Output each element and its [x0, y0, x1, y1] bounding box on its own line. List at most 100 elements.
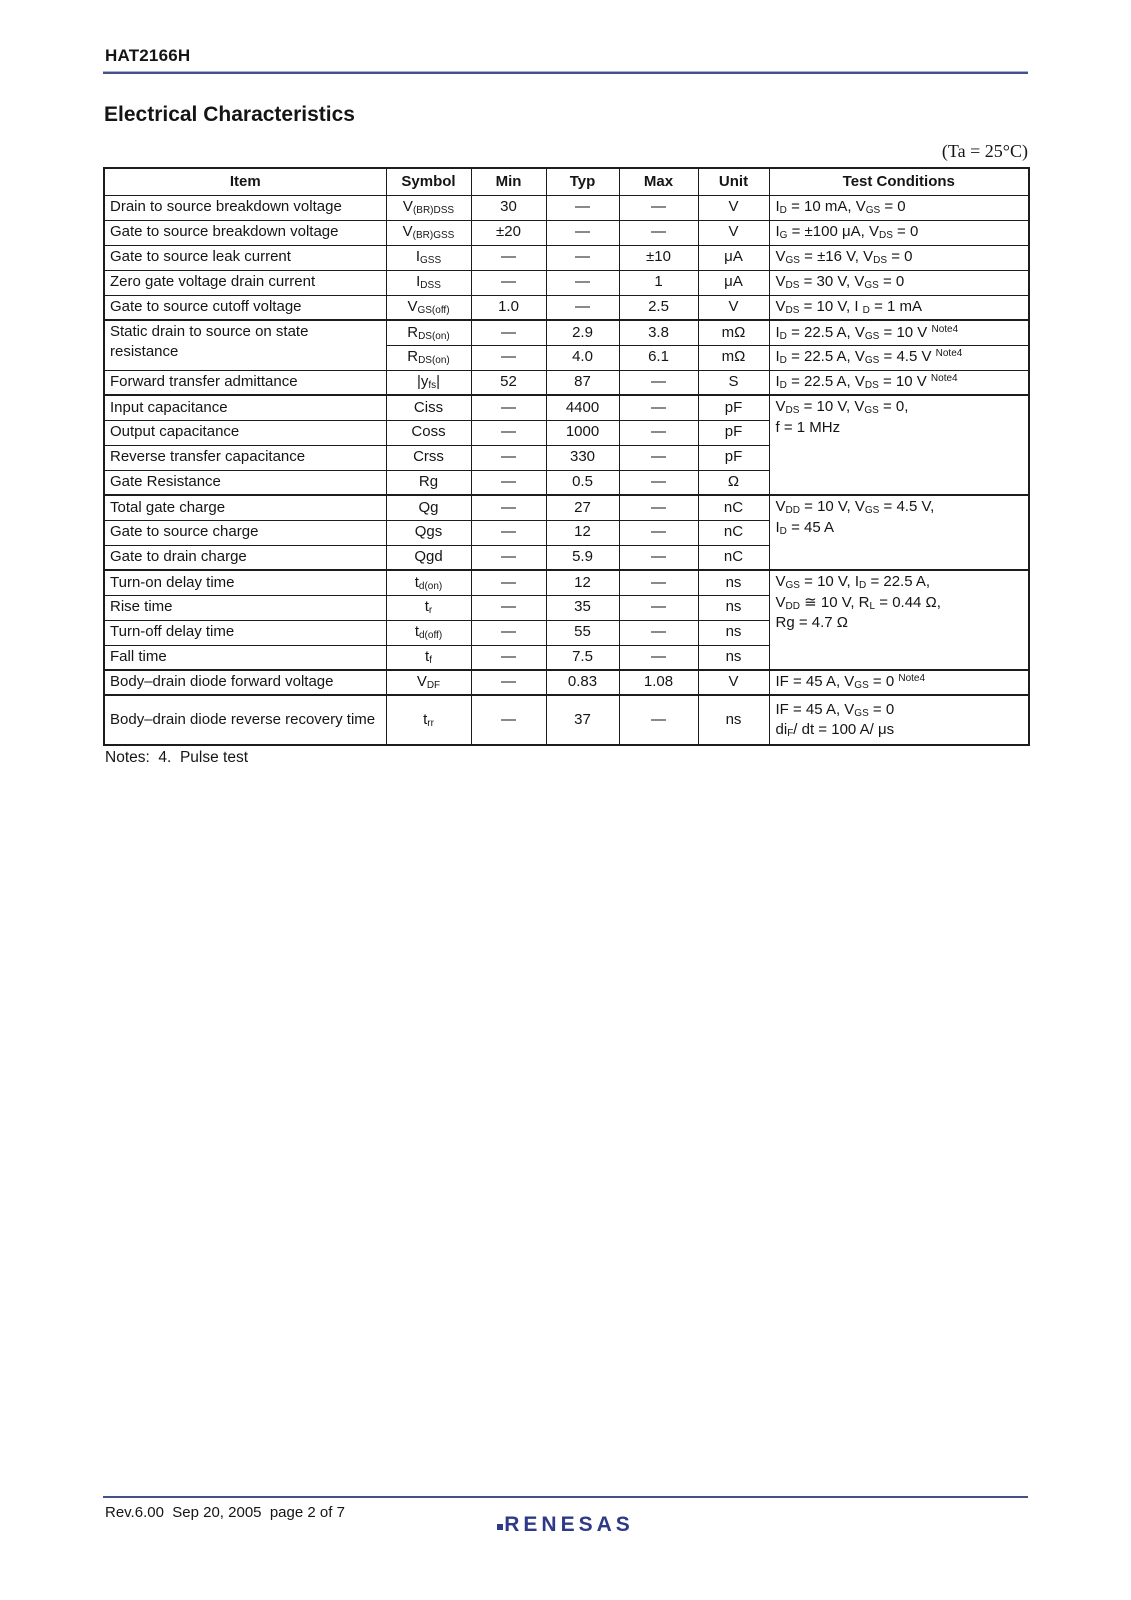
table-row: Total gate charge Qg —27— nC VDD = 10 V, VGS…: [103, 494, 1030, 571]
item-cell: Gate to drain charge: [103, 544, 387, 571]
table-row: Input capacitance Ciss —4400— pF VDS = 10 V,…: [103, 394, 1030, 496]
min-cell: —: [470, 444, 547, 471]
table-row: Gate to source leak current IGSS — — ±10 μA VG…: [103, 244, 1030, 271]
symbol-cell: Crss: [385, 444, 472, 471]
typ-cell: 5.9: [545, 544, 620, 571]
typ-cell: 4400: [545, 394, 620, 421]
symbol-cell: RDS(on): [385, 319, 472, 346]
renesas-logo-dot-icon: [497, 1524, 504, 1530]
symbol-cell: td(on): [385, 569, 472, 596]
typ-cell: 2.9: [545, 319, 620, 346]
renesas-logo-text: RENESAS: [504, 1513, 634, 1536]
unit-cell: ns: [697, 569, 770, 596]
unit-cell: V: [697, 294, 770, 321]
unit-cell: ns: [697, 594, 770, 621]
typ-cell: 7.5: [545, 644, 620, 671]
min-cell: —: [470, 544, 547, 571]
table-row: Output capacitance Coss —1000— pF: [103, 419, 1029, 446]
column-header-symbol: Symbol: [385, 167, 472, 196]
symbol-cell: V(BR)DSS: [385, 194, 472, 221]
revision-line: Rev.6.00 Sep 20, 2005 page 2 of 7: [105, 1504, 345, 1521]
test-conditions-cell: ID = 10 mA, VGS = 0: [768, 194, 1030, 221]
part-number: HAT2166H: [105, 46, 191, 65]
item-cell: Rise time: [103, 594, 387, 621]
symbol-cell: tr: [385, 594, 472, 621]
item-cell: Turn-on delay time: [103, 569, 387, 596]
symbol-cell: RDS(on): [385, 344, 472, 371]
item-cell: Forward transfer admittance: [103, 369, 387, 396]
item-cell: Body–drain diode reverse recovery time: [103, 694, 387, 746]
item-cell: Gate to source leak current: [103, 244, 387, 271]
min-cell: 30: [470, 194, 547, 221]
typ-cell: 55: [545, 619, 620, 646]
max-cell: —: [618, 369, 699, 396]
symbol-cell: VGS(off): [385, 294, 472, 321]
max-cell: —: [618, 494, 699, 521]
footer-rule: [103, 1496, 1028, 1498]
min-cell: ±20: [470, 219, 547, 246]
min-cell: —: [470, 594, 547, 621]
unit-cell: Ω: [697, 469, 770, 496]
table-row: Body–drain diode forward voltage VDF —0.83…: [103, 669, 1030, 696]
max-cell: —: [618, 519, 699, 546]
symbol-cell: trr: [385, 694, 472, 746]
test-conditions-cell: IG = ±100 μA, VDS = 0: [768, 219, 1030, 246]
unit-cell: V: [697, 194, 770, 221]
typ-cell: 0.5: [545, 469, 620, 496]
max-cell: 6.1: [618, 344, 699, 371]
unit-cell: ns: [697, 619, 770, 646]
test-conditions-cell: VDD = 10 V, VGS = 4.5 V, ID = 45 A: [768, 494, 1030, 571]
symbol-cell: Qg: [385, 494, 472, 521]
typ-cell: —: [545, 219, 620, 246]
table-row: Turn-off delay time td(off) —55— ns: [103, 619, 1029, 646]
symbol-cell: Ciss: [385, 394, 472, 421]
unit-cell: mΩ: [697, 319, 770, 346]
typ-cell: 27: [545, 494, 620, 521]
max-cell: —: [618, 194, 699, 221]
max-cell: 3.8: [618, 319, 699, 346]
item-cell: Zero gate voltage drain current: [103, 269, 387, 296]
typ-cell: —: [545, 194, 620, 221]
min-cell: —: [470, 569, 547, 596]
typ-cell: —: [545, 244, 620, 271]
max-cell: ±10: [618, 244, 699, 271]
unit-cell: mΩ: [697, 344, 770, 371]
typ-cell: 4.0: [545, 344, 620, 371]
item-cell: Gate to source cutoff voltage: [103, 294, 387, 321]
table-row: Gate to source breakdown voltage V(BR)GSS…: [103, 219, 1030, 246]
typ-cell: 12: [545, 519, 620, 546]
min-cell: —: [470, 269, 547, 296]
table-row: Zero gate voltage drain current IDSS — —1 μA…: [103, 269, 1030, 296]
page-title: Electrical Characteristics: [104, 103, 355, 126]
electrical-characteristics-table: Item Symbol Min Typ Max Unit Test Condit…: [103, 167, 1030, 746]
max-cell: —: [618, 594, 699, 621]
unit-cell: pF: [697, 394, 770, 421]
item-cell: Input capacitance: [103, 394, 387, 421]
min-cell: —: [470, 244, 547, 271]
column-header-max: Max: [618, 167, 699, 196]
test-conditions-cell: ID = 22.5 A, VGS = 10 V Note4: [768, 319, 1030, 346]
symbol-cell: Coss: [385, 419, 472, 446]
max-cell: —: [618, 219, 699, 246]
item-cell: Total gate charge: [103, 494, 387, 521]
max-cell: 1: [618, 269, 699, 296]
typ-cell: 330: [545, 444, 620, 471]
typ-cell: 35: [545, 594, 620, 621]
item-cell: Output capacitance: [103, 419, 387, 446]
typ-cell: —: [545, 269, 620, 296]
symbol-cell: IGSS: [385, 244, 472, 271]
typ-cell: —: [545, 294, 620, 321]
column-header-test-conditions: Test Conditions: [768, 167, 1030, 196]
max-cell: 2.5: [618, 294, 699, 321]
unit-cell: μA: [697, 244, 770, 271]
unit-cell: pF: [697, 444, 770, 471]
item-cell: Drain to source breakdown voltage: [103, 194, 387, 221]
min-cell: —: [470, 669, 547, 696]
unit-cell: pF: [697, 419, 770, 446]
max-cell: 1.08: [618, 669, 699, 696]
column-header-unit: Unit: [697, 167, 770, 196]
min-cell: —: [470, 419, 547, 446]
test-conditions-cell: IF = 45 A, VGS = 0 diF/ dt = 100 A/ μs: [768, 694, 1030, 746]
typ-cell: 37: [545, 694, 620, 746]
header-rule: [103, 71, 1028, 74]
